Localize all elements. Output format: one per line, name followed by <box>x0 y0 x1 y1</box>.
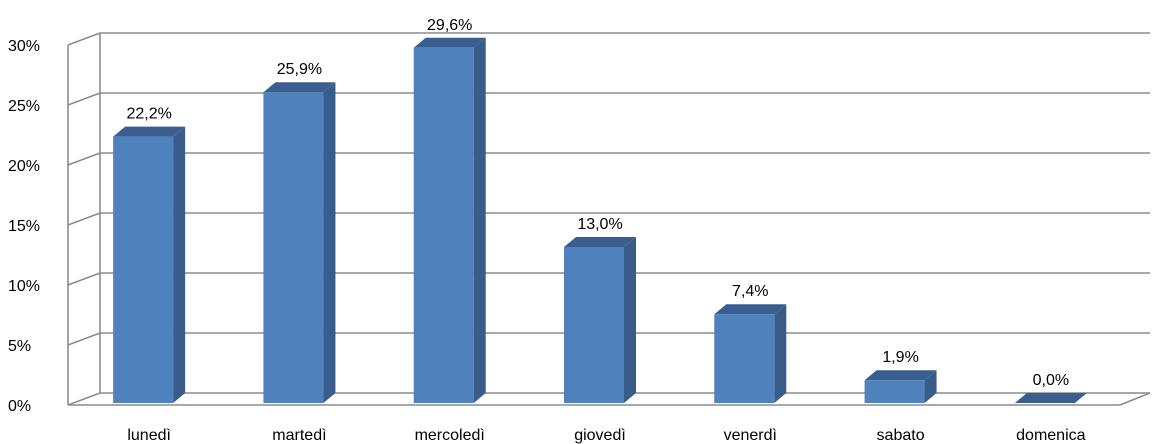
gridline <box>67 92 1150 106</box>
x-tick-label: domenica <box>1016 427 1085 444</box>
gridline <box>67 152 1150 166</box>
bar-side-face <box>924 370 937 403</box>
y-tick-label: 30% <box>8 38 40 55</box>
y-tick-label: 10% <box>8 278 40 295</box>
data-label: 13,0% <box>577 216 622 233</box>
gridline-diagonal <box>67 152 101 166</box>
bar-front-face <box>263 92 324 403</box>
x-tick-label: giovedì <box>574 427 626 444</box>
bar-top-face <box>864 370 937 381</box>
bar <box>864 370 937 403</box>
bar-side-face <box>624 237 636 403</box>
gridline-diagonal <box>67 212 101 226</box>
bar-front-face <box>113 136 174 403</box>
data-label: 0,0% <box>1033 372 1069 389</box>
x-tick-label: sabato <box>877 427 925 444</box>
bar-side-face <box>473 37 486 404</box>
bar-side-face <box>173 126 186 403</box>
bar-side-face <box>774 304 787 403</box>
bars <box>113 37 1087 404</box>
bar <box>1014 393 1087 403</box>
y-tick-label: 20% <box>8 158 40 175</box>
bar <box>113 126 186 403</box>
bar-front-face <box>413 47 474 404</box>
bar-top-face <box>714 304 787 315</box>
bar <box>714 304 787 403</box>
gridline-diagonal <box>67 92 101 106</box>
x-tick-label: lunedì <box>127 427 171 444</box>
gridline <box>67 32 1150 46</box>
gridline-diagonal <box>67 32 101 46</box>
data-label: 1,9% <box>882 349 918 366</box>
bar-top-face <box>413 37 486 48</box>
bar <box>263 82 336 403</box>
bar-front-face <box>564 247 624 403</box>
gridline-diagonal <box>67 392 101 406</box>
y-tick-label: 25% <box>8 98 40 115</box>
data-label: 25,9% <box>277 61 322 78</box>
y-tick-label: 0% <box>8 398 31 415</box>
bar-side-face <box>323 82 336 403</box>
floor-right-edge <box>1119 392 1151 406</box>
bar-top-face <box>564 237 636 247</box>
bar <box>413 37 486 404</box>
bar-top-face <box>113 126 186 137</box>
x-tick-label: venerdì <box>724 427 777 444</box>
gridline-diagonal <box>67 272 101 286</box>
bar-front-face <box>864 380 925 403</box>
gridline <box>67 392 101 406</box>
gridline-diagonal <box>67 332 101 346</box>
x-tick-label: mercoledì <box>415 427 485 444</box>
data-label: 29,6% <box>427 17 472 34</box>
bar-top-face <box>263 82 336 93</box>
bar <box>564 237 636 403</box>
data-label: 7,4% <box>732 283 768 300</box>
x-tick-label: martedì <box>272 427 326 444</box>
bar-front-face <box>714 314 775 403</box>
y-tick-label: 15% <box>8 218 40 235</box>
bar-top-face <box>1014 393 1087 403</box>
labels: 0% 5% 10% 15% 20% 25% 30% 22,2% lunedì 25,9% marte… <box>8 17 1086 444</box>
y-tick-label: 5% <box>8 338 31 355</box>
data-label: 22,2% <box>126 106 171 123</box>
